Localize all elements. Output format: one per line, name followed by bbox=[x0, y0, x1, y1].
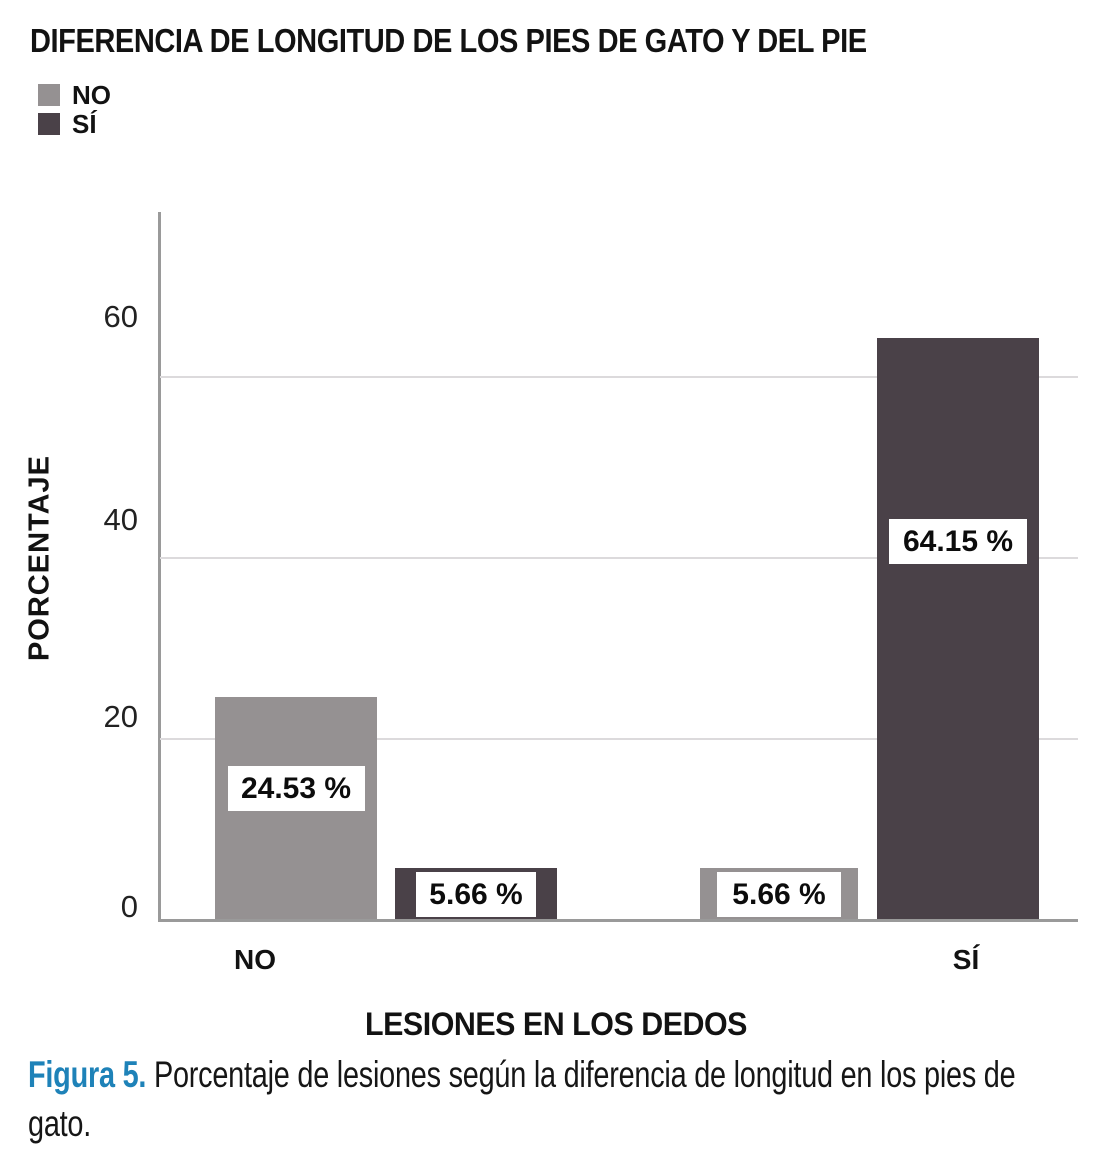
gridline bbox=[160, 376, 1078, 378]
legend-swatch-si bbox=[38, 113, 60, 135]
figure-caption-text: Porcentaje de lesiones según la diferenc… bbox=[28, 1054, 1016, 1144]
x-axis-title: LESIONES EN LOS DEDOS bbox=[365, 1006, 747, 1042]
bar-value-label: 64.15 % bbox=[889, 518, 1027, 564]
plot-area: 24.53 % 5.66 % 5.66 % 64.15 % bbox=[158, 212, 1078, 922]
x-category-label-si: SÍ bbox=[952, 944, 980, 975]
x-axis-line bbox=[158, 919, 1078, 922]
y-tick-label: 0 bbox=[120, 889, 138, 924]
gridline bbox=[160, 738, 1078, 740]
y-tick-label: 20 bbox=[103, 699, 138, 734]
bar-sí-sí bbox=[877, 338, 1039, 919]
y-tick-label: 60 bbox=[103, 299, 138, 334]
chart-title: DIFERENCIA DE LONGITUD DE LOS PIES DE GA… bbox=[30, 22, 867, 59]
legend-item-si: SÍ bbox=[38, 109, 111, 139]
bar-value-label: 5.66 % bbox=[416, 871, 536, 917]
y-axis-title: PORCENTAJE bbox=[23, 454, 56, 662]
y-axis-line bbox=[158, 212, 161, 922]
legend-label-si: SÍ bbox=[72, 109, 97, 139]
legend-swatch-no bbox=[38, 84, 60, 106]
legend-label-no: NO bbox=[72, 80, 111, 110]
figure-caption: Figura 5. Porcentaje de lesiones según l… bbox=[28, 1050, 1069, 1148]
bar-value-label: 24.53 % bbox=[227, 765, 365, 811]
figure-caption-label: Figura 5. bbox=[28, 1054, 147, 1095]
bar-value-label: 5.66 % bbox=[717, 871, 841, 917]
x-category-label-no: NO bbox=[234, 944, 276, 975]
legend-item-no: NO bbox=[38, 80, 111, 110]
legend: NO SÍ bbox=[38, 80, 111, 139]
gridline bbox=[160, 557, 1078, 559]
y-tick-label: 40 bbox=[103, 502, 138, 537]
